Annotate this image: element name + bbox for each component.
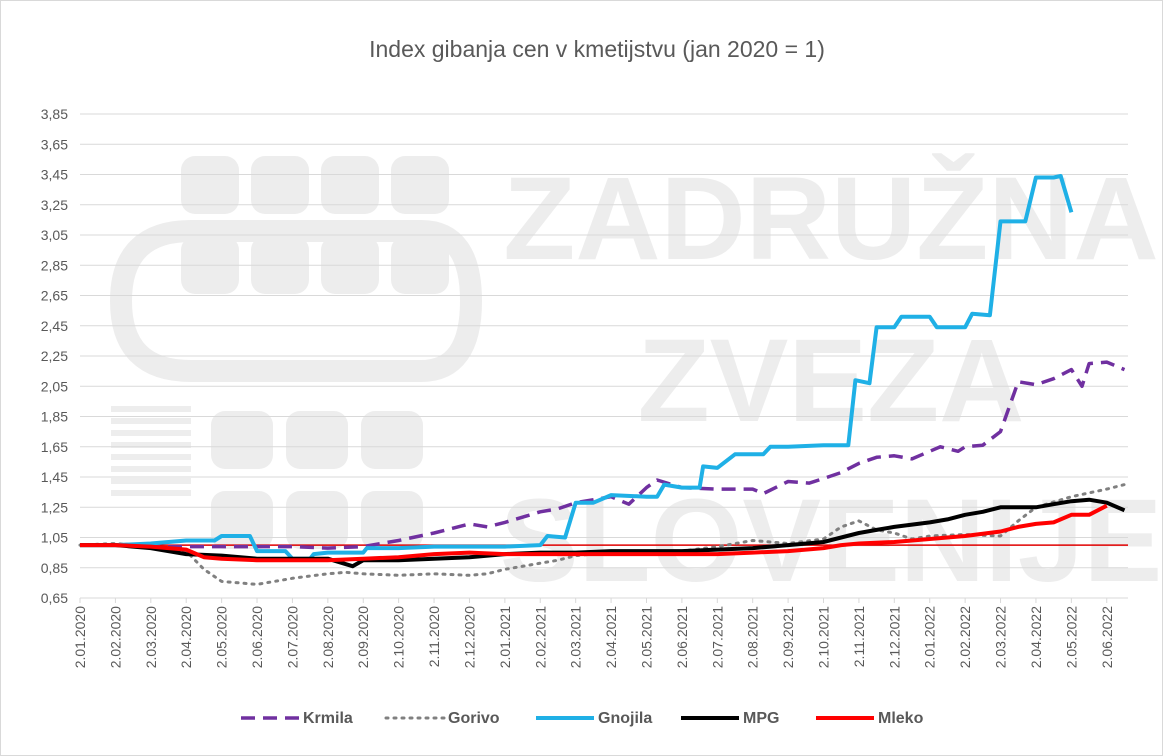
y-tick-label: 1,25 [41, 499, 68, 515]
x-tick-label: 2.05.2021 [638, 606, 654, 668]
x-tick-label: 2.06.2020 [249, 606, 265, 668]
y-tick-label: 3,05 [41, 227, 68, 243]
x-tick-label: 2.10.2021 [816, 606, 832, 668]
x-tick-label: 2.01.2020 [72, 606, 88, 668]
y-tick-label: 1,45 [41, 469, 68, 485]
x-tick-label: 2.02.2022 [957, 606, 973, 668]
x-tick-label: 2.06.2021 [674, 606, 690, 668]
x-tick-label: 2.03.2020 [143, 606, 159, 668]
x-tick-label: 2.02.2021 [532, 606, 548, 668]
y-tick-label: 0,65 [41, 590, 68, 606]
x-tick-label: 2.05.2020 [214, 606, 230, 668]
y-axis: 0,65 0,85 1,05 1,25 1,45 1,65 1,85 2,05 2,25 2,45… [41, 106, 68, 606]
legend-label: Gnojila [598, 710, 652, 727]
y-tick-label: 0,85 [41, 560, 68, 576]
y-tick-label: 3,45 [41, 167, 68, 183]
y-tick-label: 1,05 [41, 530, 68, 546]
watermark-text: ZVEZA [638, 315, 1025, 447]
x-tick-label: 2.12.2020 [461, 606, 477, 668]
x-tick-label: 2.04.2020 [178, 606, 194, 668]
x-tick-label: 2.08.2021 [745, 606, 761, 668]
y-tick-label: 3,25 [41, 197, 68, 213]
x-tick-label: 2.03.2021 [568, 606, 584, 668]
y-tick-label: 1,85 [41, 409, 68, 425]
y-tick-label: 3,85 [41, 106, 68, 122]
y-tick-label: 2,65 [41, 288, 68, 304]
x-tick-label: 2.09.2021 [780, 606, 796, 668]
chart-title: Index gibanja cen v kmetijstvu (jan 2020… [369, 36, 825, 62]
watermark-logo [109, 156, 483, 549]
y-tick-label: 1,65 [41, 439, 68, 455]
x-tick-label: 2.05.2022 [1063, 606, 1079, 668]
y-tick-label: 2,05 [41, 378, 68, 394]
x-tick-label: 2.11.2020 [426, 606, 442, 667]
y-tick-label: 3,65 [41, 136, 68, 152]
x-tick-label: 2.04.2021 [603, 606, 619, 668]
y-tick-label: 2,45 [41, 318, 68, 334]
x-tick-label: 2.02.2020 [107, 606, 123, 668]
legend: Krmila Gorivo Gnojila MPG Mleko [241, 710, 924, 727]
x-tick-label: 2.03.2022 [993, 606, 1009, 668]
x-tick-label: 2.08.2020 [320, 606, 336, 668]
legend-label: Krmila [303, 710, 353, 727]
x-tick-label: 2.06.2022 [1099, 606, 1115, 668]
x-tick-label: 2.12.2021 [886, 606, 902, 668]
x-tick-label: 2.01.2022 [922, 606, 938, 668]
y-tick-label: 2,85 [41, 257, 68, 273]
x-tick-label: 2.10.2020 [391, 606, 407, 668]
legend-label: MPG [743, 710, 779, 727]
x-tick-label: 2.04.2022 [1028, 606, 1044, 668]
x-tick-label: 2.09.2020 [355, 606, 371, 668]
x-tick-label: 2.11.2021 [851, 606, 867, 667]
x-tick-label: 2.07.2020 [284, 606, 300, 668]
x-axis: 2.01.2020 2.02.2020 2.03.2020 2.04.2020 2.05… [72, 597, 1128, 668]
y-tick-label: 2,25 [41, 348, 68, 364]
series-group [78, 174, 1126, 586]
legend-label: Mleko [878, 710, 924, 727]
x-tick-label: 2.01.2021 [497, 606, 513, 668]
x-tick-label: 2.07.2021 [709, 606, 725, 668]
legend-label: Gorivo [448, 710, 500, 727]
series-line-krmila [80, 360, 1126, 550]
series-line-mleko [80, 503, 1108, 563]
